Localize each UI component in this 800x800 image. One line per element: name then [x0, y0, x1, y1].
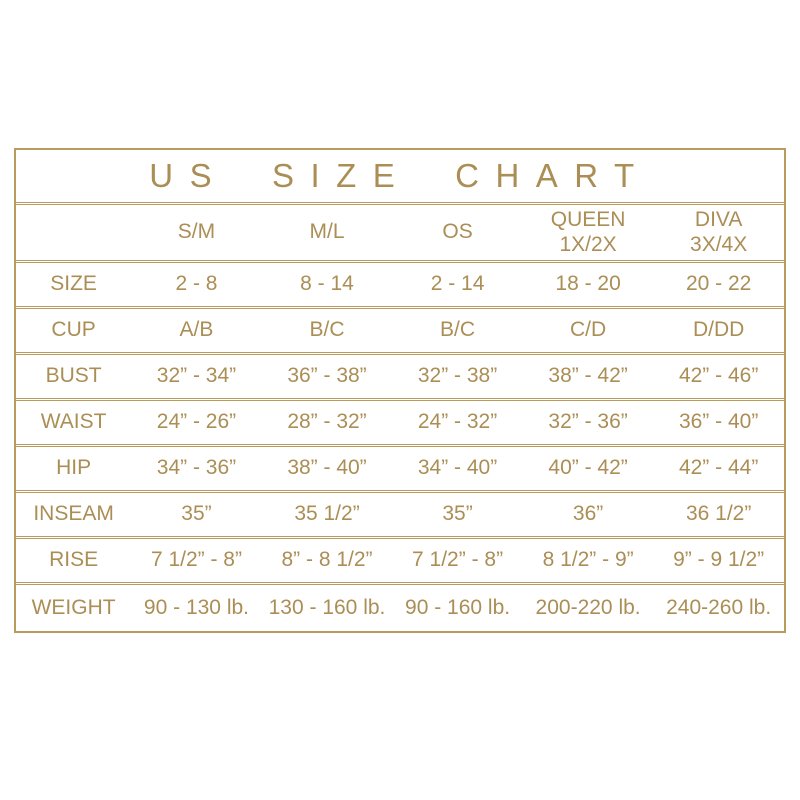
table-cell: 35 1/2”: [294, 502, 360, 526]
table-cell: 90 - 130 lb.: [143, 595, 249, 619]
table-cell: 24” - 32”: [417, 410, 498, 434]
table-cell: 42” - 44”: [678, 456, 759, 480]
table-cell: 38” - 40”: [287, 456, 367, 480]
row-inseam: INSEAM 35” 35 1/2” 35” 36” 36 1/2”: [16, 493, 784, 539]
table-cell: 32” - 38”: [417, 364, 498, 388]
table-cell: 24” - 26”: [156, 410, 237, 434]
table-cell: 9” - 9 1/2”: [673, 548, 765, 572]
table-cell: 32” - 34”: [156, 364, 237, 388]
column-header-row: S/M M/L OS QUEEN 1X/2X DIVA 3X/4X: [16, 205, 784, 263]
table-cell: 2 - 14: [430, 272, 485, 296]
table-cell: C/D: [570, 318, 607, 342]
header-line1: QUEEN: [550, 208, 626, 232]
table-cell: 8 1/2” - 9”: [542, 548, 634, 572]
row-label: INSEAM: [33, 502, 114, 526]
row-label: HIP: [56, 456, 92, 480]
row-weight: WEIGHT 90 - 130 lb. 130 - 160 lb. 90 - 1…: [16, 585, 784, 631]
header-cell-ml: M/L: [262, 220, 393, 244]
table-cell: 36” - 38”: [287, 364, 367, 388]
table-cell: 35”: [181, 502, 212, 526]
table-cell: 40” - 42”: [548, 456, 628, 480]
table-cell: 7 1/2” - 8”: [150, 548, 242, 572]
row-hip: HIP 34” - 36” 38” - 40” 34” - 40” 40” - …: [16, 447, 784, 493]
table-cell: 32” - 36”: [548, 410, 628, 434]
us-size-chart-table: US SIZE CHART S/M M/L OS QUEEN 1X/2X DIV…: [14, 148, 786, 633]
header-cell-queen: QUEEN 1X/2X: [523, 208, 654, 256]
header-line2: 1X/2X: [559, 232, 617, 256]
row-label: WEIGHT: [31, 595, 116, 619]
header-line1: DIVA: [694, 208, 743, 232]
table-cell: 90 - 160 lb.: [405, 595, 511, 619]
header-line2: 3X/4X: [690, 232, 748, 256]
header-line1: S/M: [177, 220, 216, 244]
row-label: RISE: [49, 548, 99, 572]
table-cell: 34” - 36”: [156, 456, 237, 480]
row-bust: BUST 32” - 34” 36” - 38” 32” - 38” 38” -…: [16, 355, 784, 401]
table-cell: 38” - 42”: [548, 364, 628, 388]
table-cell: 34” - 40”: [417, 456, 498, 480]
table-cell: 130 - 160 lb.: [268, 595, 386, 619]
table-cell: 20 - 22: [685, 272, 752, 296]
row-label: BUST: [45, 364, 102, 388]
table-cell: A/B: [179, 318, 214, 342]
table-cell: 36 1/2”: [685, 502, 752, 526]
table-cell: 240-260 lb.: [666, 595, 772, 619]
row-label: WAIST: [40, 410, 107, 434]
table-cell: 36”: [572, 502, 604, 526]
table-cell: 36” - 40”: [678, 410, 759, 434]
table-cell: 200-220 lb.: [535, 595, 641, 619]
table-cell: 8 - 14: [300, 272, 354, 296]
table-cell: 42” - 46”: [678, 364, 759, 388]
header-line1: OS: [442, 220, 473, 244]
row-rise: RISE 7 1/2” - 8” 8” - 8 1/2” 7 1/2” - 8”…: [16, 539, 784, 585]
header-cell-diva: DIVA 3X/4X: [653, 208, 784, 256]
table-cell: 8” - 8 1/2”: [281, 548, 373, 572]
row-label: SIZE: [50, 272, 97, 296]
table-cell: 28” - 32”: [287, 410, 367, 434]
table-cell: 18 - 20: [555, 272, 621, 296]
table-cell: 2 - 8: [175, 272, 218, 296]
table-title: US SIZE CHART: [149, 157, 651, 194]
header-cell-sm: S/M: [131, 220, 262, 244]
table-cell: B/C: [309, 318, 345, 342]
table-cell: B/C: [440, 318, 476, 342]
header-cell-os: OS: [392, 220, 523, 244]
row-label: CUP: [51, 318, 96, 342]
header-line1: M/L: [309, 220, 345, 244]
table-cell: 7 1/2” - 8”: [412, 548, 504, 572]
table-title-row: US SIZE CHART: [16, 150, 784, 205]
row-waist: WAIST 24” - 26” 28” - 32” 24” - 32” 32” …: [16, 401, 784, 447]
table-cell: D/DD: [692, 318, 745, 342]
row-cup: CUP A/B B/C B/C C/D D/DD: [16, 309, 784, 355]
table-cell: 35”: [442, 502, 473, 526]
row-size: SIZE 2 - 8 8 - 14 2 - 14 18 - 20 20 - 22: [16, 263, 784, 309]
